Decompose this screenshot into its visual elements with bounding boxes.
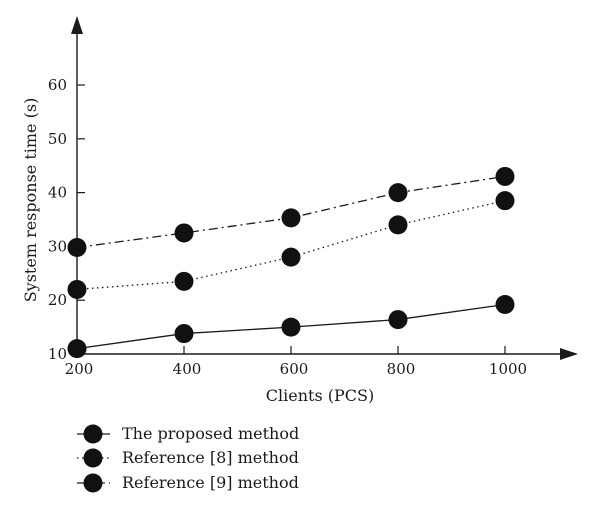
x-tick-label: 800 — [387, 360, 416, 378]
data-point — [388, 215, 408, 235]
x-tick-label: 1000 — [489, 360, 527, 378]
data-point — [281, 247, 301, 267]
legend-item-2: Reference [8] method — [77, 448, 299, 468]
data-point — [67, 339, 87, 359]
data-point — [174, 324, 194, 344]
y-tick-label: 50 — [48, 130, 67, 148]
x-tick-label: 600 — [280, 360, 309, 378]
axes: 10 20 30 40 50 60 200 400 600 800 1000 — [48, 16, 578, 378]
legend-marker — [83, 473, 103, 493]
y-tick-label: 40 — [48, 184, 67, 202]
x-tick-label: 200 — [65, 360, 94, 378]
data-point — [495, 295, 515, 315]
y-tick-label: 30 — [48, 237, 67, 255]
data-point — [174, 223, 194, 243]
legend-label: Reference [9] method — [122, 473, 299, 492]
legend-item-1: The proposed method — [77, 424, 299, 444]
data-point — [388, 183, 408, 203]
series-1 — [67, 295, 515, 359]
series-2 — [67, 191, 515, 299]
y-axis-label: System response time (s) — [21, 98, 40, 303]
data-point — [388, 310, 408, 330]
data-point — [495, 191, 515, 211]
legend-item-3: Reference [9] method — [77, 473, 299, 493]
legend-label: Reference [8] method — [122, 448, 299, 467]
series-line — [76, 200, 506, 291]
data-point — [67, 237, 87, 257]
x-axis-arrow-icon — [560, 348, 578, 360]
x-tick-label: 400 — [173, 360, 202, 378]
legend: The proposed method Reference [8] method R… — [77, 424, 299, 493]
y-tick-label: 10 — [48, 345, 67, 363]
y-axis-arrow-icon — [71, 16, 83, 34]
legend-marker — [83, 424, 103, 444]
series-3 — [67, 166, 515, 257]
data-point — [174, 271, 194, 291]
y-tick-label: 60 — [48, 76, 67, 94]
legend-marker — [83, 448, 103, 468]
y-tick-label: 20 — [48, 291, 67, 309]
data-point — [281, 317, 301, 337]
data-point — [281, 208, 301, 228]
series-layer — [67, 166, 515, 359]
x-axis-label: Clients (PCS) — [266, 386, 374, 405]
data-point — [495, 166, 515, 186]
data-point — [67, 279, 87, 299]
legend-label: The proposed method — [122, 424, 299, 443]
